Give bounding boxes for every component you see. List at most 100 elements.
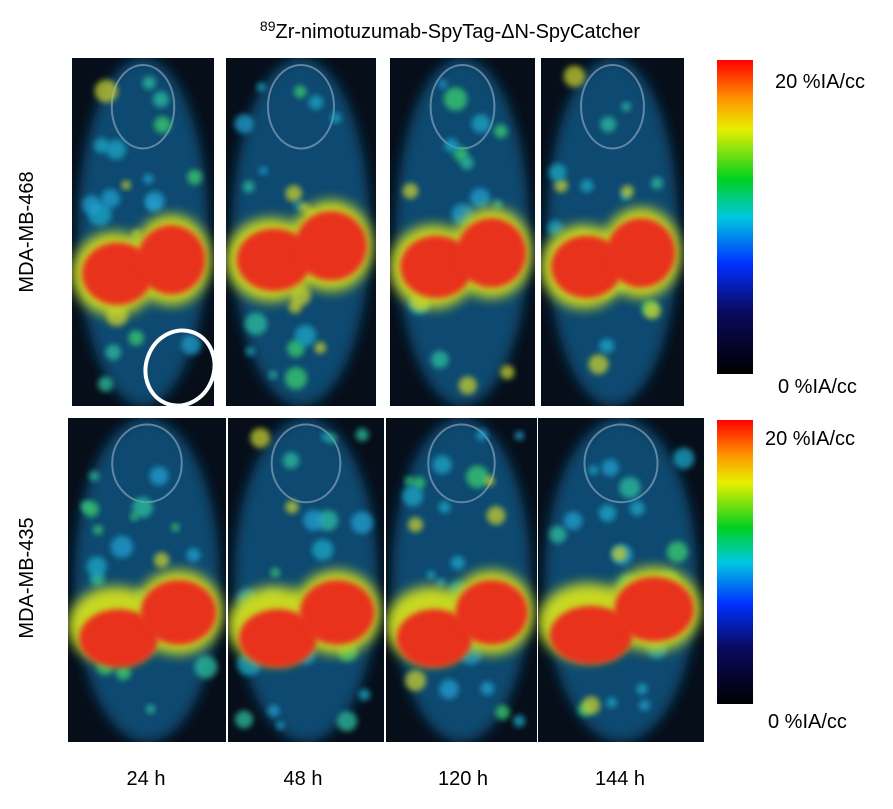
signal-spot: [154, 116, 172, 134]
row-label: MDA-MB-468: [16, 171, 38, 292]
signal-spot: [284, 367, 308, 390]
signal-spot: [402, 485, 424, 507]
signal-spot: [267, 704, 280, 717]
head-outline: [583, 423, 659, 504]
signal-spot: [358, 688, 371, 701]
signal-spot: [643, 302, 661, 320]
signal-spot: [314, 341, 327, 354]
signal-spot: [153, 552, 170, 568]
signal-spot: [88, 470, 100, 482]
signal-spot: [492, 199, 503, 210]
kidney: [137, 225, 206, 295]
signal-spot: [303, 509, 325, 531]
signal-spot: [426, 570, 436, 580]
signal-spot: [256, 82, 266, 92]
kidney: [238, 609, 317, 668]
kidney: [81, 242, 153, 306]
signal-spot: [513, 714, 526, 728]
pet-content: [390, 58, 535, 406]
signal-spot: [128, 330, 144, 346]
signal-spot: [97, 376, 114, 392]
signal-spot: [93, 525, 103, 535]
signal-spot: [471, 114, 491, 134]
pet-image: [538, 418, 704, 742]
signal-spot: [250, 427, 271, 448]
signal-spot: [408, 517, 424, 533]
row-label: MDA-MB-435: [16, 517, 38, 638]
signal-spot: [611, 545, 628, 562]
signal-spot: [438, 501, 451, 514]
pet-image: [390, 58, 535, 406]
signal-spot: [171, 523, 180, 532]
signal-spot: [186, 547, 201, 563]
signal-spot: [405, 670, 426, 692]
pet-content: [386, 418, 537, 742]
kidney: [236, 228, 312, 292]
head-outline: [427, 423, 496, 504]
signal-spot: [101, 189, 121, 209]
signal-spot: [599, 338, 615, 354]
pet-image: [226, 58, 376, 406]
signal-spot: [495, 705, 510, 720]
image-panels: [68, 58, 704, 742]
signal-spot: [152, 91, 169, 108]
kidney: [396, 609, 473, 668]
signal-spot: [86, 556, 107, 577]
signal-spot: [187, 169, 203, 185]
scale-min-label: 0 %IA/cc: [768, 711, 847, 733]
head-outline: [580, 63, 645, 150]
signal-spot: [549, 525, 567, 544]
time-label: 24 h: [127, 768, 166, 790]
signal-spot: [115, 664, 131, 681]
color-bar: [717, 60, 753, 374]
signal-spot: [601, 459, 619, 477]
scale-max-label: 20 %IA/cc: [775, 71, 865, 93]
kidney: [549, 605, 633, 665]
signal-spot: [336, 711, 358, 732]
signal-spot: [110, 535, 134, 559]
signal-spot: [308, 95, 324, 110]
signal-spot: [443, 87, 468, 111]
pet-content: [68, 418, 226, 742]
signal-spot: [476, 429, 488, 441]
signal-spot: [121, 180, 131, 190]
scale-min-label: 0 %IA/cc: [778, 376, 857, 398]
signal-spot: [234, 114, 254, 134]
signal-spot: [311, 539, 334, 561]
signal-spot: [259, 166, 268, 175]
figure-title: 89Zr-nimotuzumab-SpyTag-ΔN-SpyCatcher: [260, 18, 640, 43]
pet-content: [228, 418, 384, 742]
kidney: [140, 580, 217, 645]
pet-image: [228, 418, 384, 742]
pet-image: [72, 58, 214, 406]
signal-spot: [270, 567, 280, 578]
signal-spot: [142, 76, 156, 90]
signal-spot: [621, 185, 634, 198]
signal-spot: [94, 79, 118, 103]
time-label: 48 h: [284, 768, 323, 790]
kidney: [455, 580, 528, 645]
signal-spot: [598, 504, 617, 522]
signal-spot: [621, 101, 631, 112]
pet-image: [386, 418, 537, 742]
signal-spot: [436, 578, 446, 588]
scale-max-label: 20 %IA/cc: [765, 428, 855, 450]
signal-spot: [282, 452, 300, 469]
signal-spot: [181, 334, 202, 355]
signal-spot: [450, 555, 465, 570]
signal-spot: [554, 178, 568, 193]
kidney: [551, 235, 623, 299]
signal-spot: [444, 138, 459, 153]
signal-spot: [588, 465, 599, 476]
time-label: 120 h: [438, 768, 488, 790]
pet-content: [538, 418, 704, 742]
head-outline: [267, 63, 335, 150]
signal-spot: [194, 655, 218, 679]
head-outline: [270, 423, 342, 504]
signal-spot: [432, 455, 452, 475]
signal-spot: [149, 466, 169, 486]
signal-spot: [458, 376, 477, 395]
pet-content: [541, 58, 684, 406]
